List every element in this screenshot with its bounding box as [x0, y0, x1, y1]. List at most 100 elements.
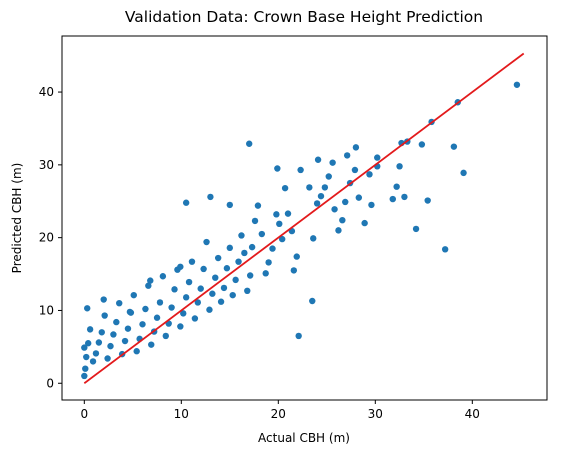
- data-point: [104, 355, 111, 362]
- x-tick-label: 0: [80, 407, 88, 421]
- data-point: [220, 284, 228, 292]
- data-point: [223, 265, 231, 272]
- y-tick-label: 30: [39, 158, 54, 172]
- data-point: [153, 314, 161, 321]
- data-point: [274, 165, 281, 172]
- data-point: [232, 276, 239, 284]
- data-point: [412, 225, 420, 233]
- data-point: [188, 258, 196, 265]
- data-point: [86, 326, 94, 333]
- data-point: [246, 140, 253, 147]
- data-point: [254, 202, 262, 209]
- data-point: [101, 312, 108, 319]
- data-point: [389, 195, 396, 203]
- data-point: [335, 227, 342, 234]
- data-point: [374, 154, 381, 161]
- data-point: [130, 291, 137, 299]
- data-point: [513, 81, 521, 88]
- data-point: [342, 198, 349, 206]
- x-tick-label: 10: [174, 407, 189, 421]
- data-point: [162, 332, 169, 340]
- data-point: [290, 267, 298, 274]
- data-point: [110, 331, 117, 338]
- data-point: [343, 152, 351, 159]
- y-tick-label: 0: [46, 376, 54, 390]
- data-point: [262, 270, 269, 277]
- data-point: [331, 206, 338, 213]
- data-point: [180, 310, 187, 317]
- data-point: [314, 156, 322, 163]
- data-point: [284, 210, 292, 217]
- data-point: [191, 315, 199, 322]
- data-point: [244, 287, 251, 294]
- data-point: [126, 308, 134, 316]
- data-point: [207, 193, 214, 201]
- data-point: [329, 159, 336, 166]
- data-point: [251, 217, 259, 225]
- data-point: [98, 329, 105, 336]
- data-point: [248, 243, 256, 251]
- data-point: [226, 201, 234, 209]
- data-point: [306, 184, 313, 191]
- data-point: [281, 184, 289, 192]
- data-point: [82, 365, 89, 372]
- data-point: [209, 290, 216, 297]
- data-point: [197, 285, 204, 292]
- data-point: [309, 297, 316, 305]
- data-point: [241, 249, 248, 257]
- data-point: [310, 235, 317, 242]
- data-point: [194, 299, 201, 306]
- data-point: [321, 184, 329, 191]
- data-point: [212, 274, 219, 281]
- reference-line-layer: [83, 52, 525, 384]
- points-layer: [81, 81, 521, 380]
- data-point: [351, 166, 359, 174]
- data-point: [177, 263, 184, 270]
- x-axis-label: Actual CBH (m): [258, 431, 350, 445]
- data-point: [214, 254, 222, 262]
- data-point: [265, 259, 272, 266]
- data-point: [295, 332, 302, 340]
- data-point: [203, 238, 210, 246]
- y-axis-label: Predicted CBH (m): [10, 163, 24, 274]
- data-point: [273, 211, 280, 218]
- data-point: [217, 298, 225, 305]
- data-point: [81, 372, 88, 380]
- data-point: [276, 220, 283, 228]
- one-to-one-line: [83, 52, 525, 384]
- data-point: [441, 246, 449, 253]
- data-point: [156, 299, 164, 306]
- x-tick-label: 20: [271, 407, 286, 421]
- y-tick-label: 20: [39, 231, 54, 245]
- data-point: [368, 201, 375, 209]
- data-point: [206, 306, 213, 313]
- data-point: [100, 296, 107, 303]
- data-point: [278, 235, 286, 243]
- data-point: [182, 294, 190, 301]
- data-point: [460, 169, 467, 177]
- data-point: [401, 193, 408, 201]
- data-point: [293, 253, 300, 260]
- data-point: [81, 344, 88, 351]
- data-point: [107, 342, 114, 350]
- chart-title: Validation Data: Crown Base Height Predi…: [125, 8, 483, 26]
- y-tick-label: 10: [39, 303, 54, 317]
- data-point: [246, 272, 254, 279]
- data-point: [226, 244, 234, 252]
- data-point: [124, 325, 132, 332]
- data-point: [168, 304, 175, 311]
- data-point: [171, 286, 178, 293]
- data-point: [352, 144, 360, 151]
- data-point: [450, 143, 458, 150]
- data-point: [92, 350, 100, 357]
- y-tick-label: 40: [39, 85, 54, 99]
- data-point: [147, 277, 154, 284]
- data-point: [418, 141, 426, 148]
- data-point: [139, 321, 146, 328]
- data-point: [182, 199, 190, 206]
- data-point: [229, 291, 236, 299]
- x-tick-label: 40: [465, 407, 480, 421]
- data-point: [200, 265, 207, 273]
- data-point: [84, 340, 92, 347]
